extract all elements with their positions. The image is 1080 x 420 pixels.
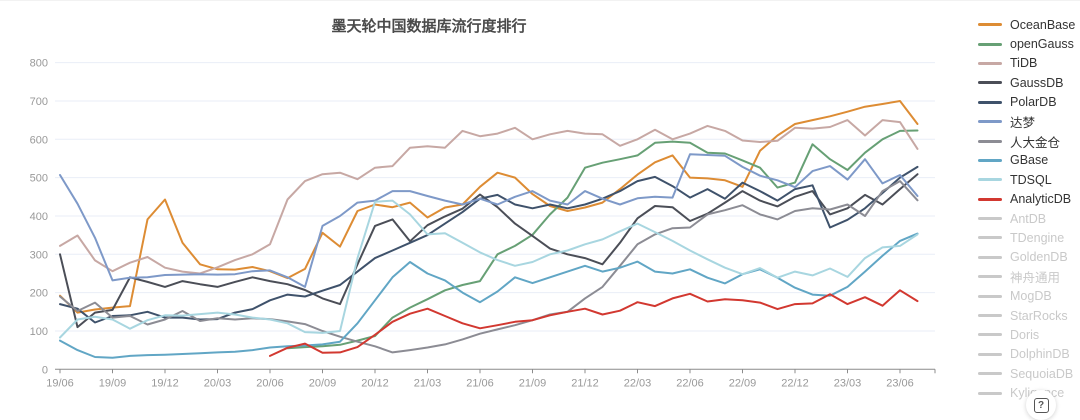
x-axis-label-20/03: 20/03 [204, 377, 232, 389]
legend-line-swatch [978, 391, 1002, 395]
x-axis-label-21/03: 21/03 [414, 377, 442, 389]
x-axis-label-20/06: 20/06 [256, 377, 284, 389]
legend-label: AnalyticDB [1010, 192, 1072, 207]
legend-line-swatch [978, 61, 1002, 65]
legend-item-AnalyticDB[interactable]: AnalyticDB [978, 190, 1078, 209]
legend-label: openGauss [1010, 37, 1074, 52]
legend-line-swatch [978, 314, 1002, 318]
x-axis-label-19/06: 19/06 [46, 377, 74, 389]
series-line-AnalyticDB[interactable] [269, 289, 919, 357]
series-line-openGauss[interactable] [286, 129, 919, 350]
legend-line-swatch [978, 217, 1002, 221]
legend-item-SequoiaDB[interactable]: SequoiaDB [978, 364, 1078, 383]
legend-line-swatch [978, 275, 1002, 279]
chart-legend: OceanBase openGauss TiDB GaussDB PolarDB 达梦人大… [978, 15, 1078, 403]
x-axis-label-22/12: 22/12 [781, 377, 809, 389]
x-axis-label-23/03: 23/03 [834, 377, 862, 389]
y-axis-label-400: 400 [30, 211, 48, 223]
legend-label: GBase [1010, 153, 1049, 168]
legend-item-人大金仓[interactable]: 人大金仓 [978, 131, 1078, 150]
legend-item-AntDB[interactable]: AntDB [978, 209, 1078, 228]
x-axis-label-22/09: 22/09 [729, 377, 757, 389]
legend-line-swatch [978, 100, 1002, 104]
legend-line-swatch [978, 352, 1002, 356]
legend-label: TDSQL [1010, 172, 1052, 187]
legend-label: SequoiaDB [1010, 366, 1074, 381]
series-line-人大金仓[interactable] [59, 180, 919, 354]
legend-line-swatch [978, 120, 1002, 124]
x-axis-label-19/09: 19/09 [99, 377, 127, 389]
legend-line-swatch [978, 158, 1002, 162]
legend-item-TiDB[interactable]: TiDB [978, 54, 1078, 73]
x-axis-label-20/09: 20/09 [309, 377, 337, 389]
y-axis-label-500: 500 [30, 173, 48, 185]
x-axis-label-19/12: 19/12 [151, 377, 179, 389]
legend-line-swatch [978, 197, 1002, 201]
x-axis-label-21/12: 21/12 [571, 377, 599, 389]
y-axis-label-200: 200 [30, 288, 48, 300]
series-line-达梦[interactable] [59, 153, 919, 288]
legend-label: Doris [1010, 327, 1040, 342]
legend-line-swatch [978, 81, 1002, 85]
popularity-line-chart: 0 100 200 300 400 500 600 700 800 19/06 19/09 19/12… [30, 58, 936, 389]
y-axis-label-800: 800 [30, 58, 48, 70]
legend-item-MogDB[interactable]: MogDB [978, 286, 1078, 305]
legend-label: AntDB [1010, 211, 1047, 226]
legend-label: OceanBase [1010, 17, 1076, 32]
legend-item-TDengine[interactable]: TDengine [978, 228, 1078, 247]
legend-item-GBase[interactable]: GBase [978, 151, 1078, 170]
legend-label: DolphinDB [1010, 347, 1070, 362]
legend-item-openGauss[interactable]: openGauss [978, 34, 1078, 53]
x-axis-label-21/09: 21/09 [519, 377, 547, 389]
legend-line-swatch [978, 42, 1002, 46]
x-axis-label-20/12: 20/12 [361, 377, 389, 389]
x-axis-label-22/06: 22/06 [676, 377, 704, 389]
legend-item-GoldenDB[interactable]: GoldenDB [978, 248, 1078, 267]
y-axis-label-0: 0 [42, 364, 48, 376]
legend-item-GaussDB[interactable]: GaussDB [978, 73, 1078, 92]
legend-label: StarRocks [1010, 308, 1068, 323]
legend-item-TDSQL[interactable]: TDSQL [978, 170, 1078, 189]
legend-line-swatch [978, 139, 1002, 143]
y-axis-label-600: 600 [30, 134, 48, 146]
legend-label: 神舟通用 [1010, 271, 1061, 286]
legend-line-swatch [978, 294, 1002, 298]
series-line-TiDB[interactable] [59, 119, 919, 275]
legend-label: GaussDB [1010, 75, 1064, 90]
x-axis-label-22/03: 22/03 [624, 377, 652, 389]
y-axis-label-700: 700 [30, 96, 48, 108]
legend-item-神舟通用[interactable]: 神舟通用 [978, 267, 1078, 286]
legend-label: GoldenDB [1010, 250, 1068, 265]
series-line-OceanBase[interactable] [59, 100, 919, 314]
series-line-GBase[interactable] [59, 232, 919, 359]
series-line-TDSQL[interactable] [59, 199, 919, 339]
legend-line-swatch [978, 333, 1002, 337]
legend-label: 达梦 [1010, 116, 1036, 131]
legend-line-swatch [978, 255, 1002, 259]
x-axis-label-21/06: 21/06 [466, 377, 494, 389]
legend-item-达梦[interactable]: 达梦 [978, 112, 1078, 131]
y-axis-label-100: 100 [30, 326, 48, 338]
series-line-PolarDB[interactable] [59, 165, 919, 324]
legend-item-PolarDB[interactable]: PolarDB [978, 93, 1078, 112]
help-button[interactable]: ? [1026, 390, 1056, 420]
question-mark-icon: ? [1033, 397, 1049, 413]
legend-item-DolphinDB[interactable]: DolphinDB [978, 345, 1078, 364]
legend-label: TiDB [1010, 56, 1038, 71]
legend-item-StarRocks[interactable]: StarRocks [978, 306, 1078, 325]
legend-label: TDengine [1010, 230, 1065, 245]
legend-item-Doris[interactable]: Doris [978, 325, 1078, 344]
legend-line-swatch [978, 178, 1002, 182]
x-axis-label-23/06: 23/06 [886, 377, 914, 389]
y-axis-label-300: 300 [30, 249, 48, 261]
legend-line-swatch [978, 23, 1002, 27]
legend-label: PolarDB [1010, 95, 1057, 110]
chart-title: 墨天轮中国数据库流行度排行 [331, 18, 527, 35]
legend-label: MogDB [1010, 289, 1052, 304]
legend-line-swatch [978, 372, 1002, 376]
legend-item-OceanBase[interactable]: OceanBase [978, 15, 1078, 34]
legend-label: 人大金仓 [1010, 135, 1061, 150]
legend-line-swatch [978, 236, 1002, 240]
